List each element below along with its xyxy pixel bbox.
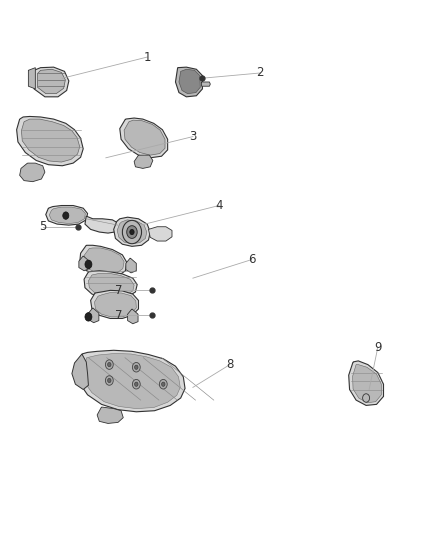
Circle shape: [162, 382, 165, 386]
PathPatch shape: [34, 67, 69, 97]
Circle shape: [363, 394, 370, 402]
PathPatch shape: [114, 217, 150, 246]
PathPatch shape: [49, 207, 85, 223]
PathPatch shape: [117, 220, 147, 244]
PathPatch shape: [95, 293, 136, 317]
PathPatch shape: [126, 258, 136, 273]
PathPatch shape: [349, 361, 384, 406]
PathPatch shape: [91, 290, 138, 318]
PathPatch shape: [88, 308, 99, 322]
Circle shape: [134, 382, 138, 386]
Circle shape: [63, 212, 69, 219]
Circle shape: [108, 362, 111, 367]
Text: 9: 9: [374, 341, 381, 353]
PathPatch shape: [84, 271, 137, 298]
PathPatch shape: [21, 119, 80, 162]
PathPatch shape: [46, 206, 88, 225]
PathPatch shape: [134, 155, 153, 168]
PathPatch shape: [97, 407, 123, 423]
PathPatch shape: [127, 309, 138, 324]
Text: 7: 7: [115, 309, 123, 322]
PathPatch shape: [79, 256, 89, 271]
Text: 3: 3: [189, 130, 197, 143]
PathPatch shape: [148, 227, 172, 241]
PathPatch shape: [124, 120, 165, 155]
PathPatch shape: [84, 248, 124, 274]
PathPatch shape: [120, 118, 168, 158]
Circle shape: [127, 225, 137, 238]
Text: 8: 8: [226, 358, 233, 371]
Circle shape: [106, 360, 113, 369]
PathPatch shape: [78, 350, 185, 412]
Circle shape: [85, 313, 92, 321]
Text: 6: 6: [248, 253, 255, 266]
Text: 5: 5: [39, 220, 46, 233]
PathPatch shape: [353, 365, 381, 403]
PathPatch shape: [88, 273, 134, 297]
Circle shape: [108, 378, 111, 383]
Circle shape: [132, 379, 140, 389]
PathPatch shape: [85, 216, 119, 233]
PathPatch shape: [20, 163, 45, 182]
Circle shape: [132, 362, 140, 372]
PathPatch shape: [17, 116, 83, 166]
PathPatch shape: [38, 69, 65, 94]
PathPatch shape: [28, 68, 35, 89]
PathPatch shape: [83, 353, 180, 409]
PathPatch shape: [80, 245, 127, 277]
PathPatch shape: [179, 69, 200, 94]
Text: 4: 4: [215, 199, 223, 212]
Circle shape: [106, 376, 113, 385]
Text: 2: 2: [257, 67, 264, 79]
Circle shape: [85, 260, 92, 269]
Circle shape: [134, 365, 138, 369]
Circle shape: [159, 379, 167, 389]
Circle shape: [122, 220, 141, 244]
Text: 1: 1: [143, 51, 151, 63]
PathPatch shape: [201, 82, 210, 86]
Text: 7: 7: [115, 284, 123, 297]
PathPatch shape: [176, 67, 202, 97]
Circle shape: [130, 229, 134, 235]
PathPatch shape: [72, 354, 88, 390]
